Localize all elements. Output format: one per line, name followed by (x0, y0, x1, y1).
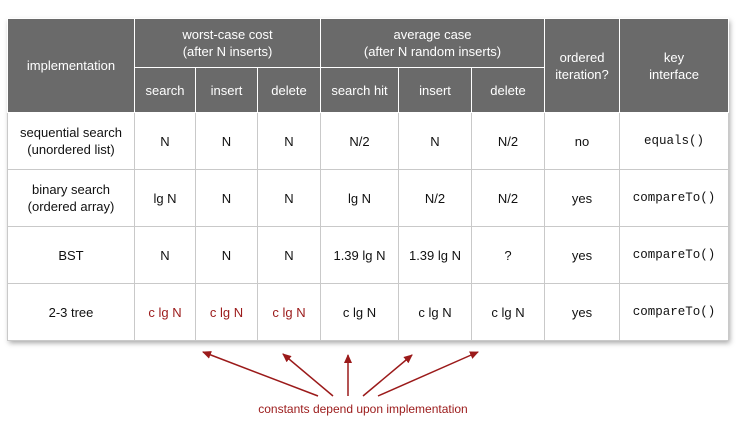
cell-avg-search-hit: lg N (320, 169, 399, 227)
arrow-to-avg-search-hit (362, 354, 413, 397)
header-worst-case-line2: (after N inserts) (182, 44, 273, 59)
impl-line2: (unordered list) (27, 142, 115, 157)
table-row-binary-search: binary search (ordered array) lg N N N l… (7, 169, 730, 227)
cell-avg-search-hit: c lg N (320, 283, 399, 341)
subheader-worst-search: search (134, 67, 196, 113)
table-row-bst: BST N N N 1.39 lg N 1.39 lg N ? yes comp… (7, 226, 730, 284)
header-ordered-line2: iteration? (555, 66, 609, 82)
header-average-case: average case (after N random inserts) (319, 18, 546, 68)
impl-line2: (ordered array) (27, 199, 115, 214)
cell-key-interface: compareTo() (619, 226, 730, 284)
header-ordered-iteration: ordered iteration? (544, 18, 621, 113)
cell-implementation: BST (7, 226, 135, 284)
arrow-to-avg-insert (377, 351, 479, 397)
cell-worst-insert: c lg N (195, 283, 258, 341)
cell-avg-search-hit: N/2 (320, 112, 399, 170)
impl-line1: sequential search (20, 125, 122, 140)
cell-ordered: yes (544, 226, 621, 284)
cell-implementation: binary search (ordered array) (7, 169, 135, 227)
cell-worst-insert: N (195, 112, 258, 170)
impl-line1: binary search (31, 182, 111, 197)
header-worst-case-line1: worst-case cost (182, 27, 273, 42)
arrow-to-worst-search (202, 351, 319, 397)
cell-key-interface: compareTo() (619, 169, 730, 227)
table-row-2-3-tree: 2-3 tree c lg N c lg N c lg N c lg N c l… (7, 283, 730, 341)
header-average-case-line2: (after N random inserts) (363, 44, 502, 59)
cell-avg-delete: ? (470, 226, 546, 284)
cell-implementation: 2-3 tree (7, 283, 135, 341)
subheader-avg-insert: insert (398, 67, 472, 113)
cell-worst-delete: c lg N (257, 283, 321, 341)
cell-avg-delete: N/2 (470, 169, 546, 227)
cell-avg-insert: N (398, 112, 472, 170)
cell-avg-insert: 1.39 lg N (398, 226, 472, 284)
subheader-worst-insert: insert (195, 67, 258, 113)
cell-worst-search: lg N (134, 169, 196, 227)
cell-ordered: yes (544, 283, 621, 341)
subheader-worst-delete: delete (257, 67, 321, 113)
cell-avg-insert: c lg N (398, 283, 472, 341)
cell-avg-insert: N/2 (398, 169, 472, 227)
header-key-line1: key (663, 49, 685, 65)
impl-line1: 2-3 tree (48, 304, 94, 320)
comparison-table-container: implementation worst-case cost (after N … (7, 18, 730, 341)
subheader-avg-search-hit: search hit (320, 67, 399, 113)
comparison-table: implementation worst-case cost (after N … (7, 18, 730, 341)
cell-worst-delete: N (257, 226, 321, 284)
cell-avg-delete: c lg N (470, 283, 546, 341)
header-worst-case: worst-case cost (after N inserts) (134, 18, 321, 68)
arrow-to-worst-insert (282, 353, 334, 397)
implementation-note: constants depend upon implementation (258, 402, 468, 416)
header-ordered-line1: ordered (559, 49, 605, 65)
subheader-avg-delete: delete (470, 67, 546, 113)
cell-key-interface: equals() (619, 112, 730, 170)
cell-key-interface: compareTo() (619, 283, 730, 341)
cell-ordered: yes (544, 169, 621, 227)
header-implementation: implementation (7, 18, 135, 113)
impl-line1: BST (58, 247, 84, 263)
header-key-interface: key interface (619, 18, 730, 113)
header-average-case-line1: average case (393, 27, 472, 42)
cell-worst-search: N (134, 226, 196, 284)
header-key-line2: interface (649, 66, 699, 82)
cell-worst-delete: N (257, 112, 321, 170)
table-row-sequential-search: sequential search (unordered list) N N N… (7, 112, 730, 170)
